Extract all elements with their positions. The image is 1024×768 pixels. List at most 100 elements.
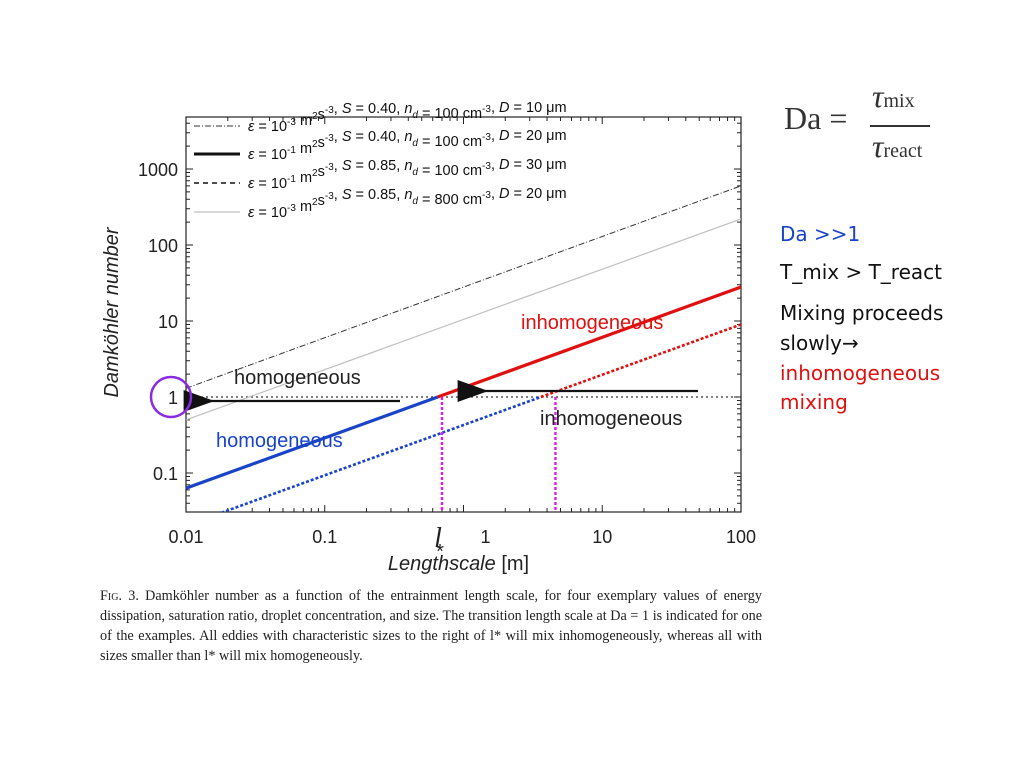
legend-text-part: = 20 μm xyxy=(509,186,566,202)
l-star-subscript: * xyxy=(436,541,444,563)
legend-text-part: , xyxy=(334,129,342,145)
legend-text-part: m xyxy=(296,199,312,215)
legend-text-part: = 0.40, xyxy=(352,101,405,117)
legend-entry-1: ε = 10-3 m2s-3, S = 0.40, nd = 100 cm-3,… xyxy=(248,100,567,135)
x-tick-label: 0.1 xyxy=(312,527,337,547)
x-tick-label: 10 xyxy=(592,527,612,547)
legend-text-part: d xyxy=(412,167,418,178)
x-tick-label: 100 xyxy=(726,527,756,547)
legend-text-part: = 10 xyxy=(254,119,287,135)
legend-text-part: = 20 μm xyxy=(509,128,566,144)
note-da-large: Da >>1 xyxy=(780,222,861,246)
legend-text-part: = 0.40, xyxy=(352,129,405,145)
series-line-2-inhomogeneous xyxy=(437,285,741,399)
legend-text-part: s xyxy=(318,135,325,151)
formula-fraction-bar xyxy=(870,125,930,127)
series-line-3-inhomogeneous xyxy=(540,323,741,399)
legend-entry-2: ε = 10-1 m2s-3, S = 0.40, nd = 100 cm-3,… xyxy=(248,128,567,163)
legend-text-part: ε xyxy=(248,176,255,192)
legend-text-part: -3 xyxy=(482,132,491,143)
legend-text-part: D xyxy=(499,128,509,144)
series-line-1 xyxy=(186,185,741,389)
legend-text-part: -3 xyxy=(325,105,334,116)
x-axis-label: Lengthscale [m] xyxy=(388,553,529,575)
legend-text-part: = 100 cm xyxy=(418,134,482,150)
legend-text-part: , xyxy=(334,158,342,174)
figure-caption: Fig. 3. Damköhler number as a function o… xyxy=(100,586,762,666)
legend-text-part: n xyxy=(404,129,412,145)
formula-numerator: τmix xyxy=(872,78,915,114)
series-line-3-homogeneous xyxy=(220,395,542,512)
legend-text-part: s xyxy=(318,107,325,123)
legend-text-part: S xyxy=(342,101,352,117)
legend-text-part: = 0.85, xyxy=(352,158,405,174)
side-notes: Da >>1 T_mix > T_react Mixing proceeds sl… xyxy=(780,222,1020,416)
legend-text-part: , xyxy=(334,101,342,117)
legend-text-part: S xyxy=(342,129,352,145)
annotation-homogeneous-blue: homogeneous xyxy=(216,430,343,452)
legend-text-part: D xyxy=(499,157,509,173)
note-mixing-slowly: Mixing proceeds slowly→ xyxy=(780,301,944,355)
annotation-homogeneous: homogeneous xyxy=(234,367,361,389)
damkohler-formula: Da = τmix τreact xyxy=(784,78,954,173)
legend-text-part: , xyxy=(491,128,499,144)
legend-text-part: ε xyxy=(248,147,255,163)
y-tick-label: 1 xyxy=(168,388,178,408)
legend-text-part: , xyxy=(491,157,499,173)
legend-text-part: -3 xyxy=(325,191,334,202)
legend-text-part: S xyxy=(342,158,352,174)
highlight-circle xyxy=(149,375,193,419)
legend-text-part: D xyxy=(499,100,509,116)
legend-text-part: S xyxy=(342,187,352,203)
formula-denominator: τreact xyxy=(872,128,923,164)
legend-text-part: d xyxy=(412,196,418,207)
legend-text-part: = 100 cm xyxy=(418,163,482,179)
legend-text-part: = 800 cm xyxy=(418,192,482,208)
legend-text-part: m xyxy=(296,170,312,186)
legend-text-part: ε xyxy=(248,119,255,135)
series-group xyxy=(186,185,741,512)
legend-text-part: 2 xyxy=(312,111,318,122)
formula-lhs: Da = xyxy=(784,100,848,136)
annotation-inhomogeneous-red: inhomogeneous xyxy=(521,312,663,334)
y-axis-label: Damköhler number xyxy=(101,226,123,397)
caption-text: Damköhler number as a function of the en… xyxy=(100,588,762,664)
legend-text-part: 2 xyxy=(312,197,318,208)
note-tmix-treact: T_mix > T_react xyxy=(780,260,942,284)
arrow-right-icon: → xyxy=(841,331,859,355)
legend-text-part: -1 xyxy=(287,145,296,156)
legend-text-part: , xyxy=(491,100,499,116)
legend-text-part: -3 xyxy=(287,117,296,128)
legend-text-part: d xyxy=(412,110,418,121)
y-tick-label: 1000 xyxy=(138,160,178,180)
legend-text-part: -3 xyxy=(482,190,491,201)
legend-text-part: = 10 μm xyxy=(509,100,566,116)
legend-text-part: n xyxy=(404,158,412,174)
legend-text-part: = 0.85, xyxy=(352,187,405,203)
legend-text-part: , xyxy=(334,187,342,203)
legend-entry-4: ε = 10-3 m2s-3, S = 0.85, nd = 800 cm-3,… xyxy=(248,186,567,221)
legend-text-part: D xyxy=(499,186,509,202)
legend-text-part: = 100 cm xyxy=(418,106,482,122)
legend-text-part: s xyxy=(318,193,325,209)
legend-text-part: s xyxy=(318,164,325,180)
legend-text-part: 2 xyxy=(312,139,318,150)
y-tick-label: 10 xyxy=(158,312,178,332)
legend-text-part: , xyxy=(491,186,499,202)
y-tick-label: 100 xyxy=(148,236,178,256)
y-tick-label: 0.1 xyxy=(153,464,178,484)
legend-text-part: m xyxy=(296,141,312,157)
series-line-4 xyxy=(186,218,741,421)
legend-text-part: = 30 μm xyxy=(509,157,566,173)
legend-text-part: -3 xyxy=(287,203,296,214)
legend-text-part: -3 xyxy=(482,104,491,115)
x-tick-label: 1 xyxy=(480,527,490,547)
legend-text-part: = 10 xyxy=(254,176,287,192)
l-star-label: l xyxy=(434,523,442,554)
legend-text-part: d xyxy=(412,138,418,149)
legend-text-part: n xyxy=(404,101,412,117)
legend-text-part: -3 xyxy=(482,161,491,172)
legend-text-part: ε xyxy=(248,205,255,221)
annotation-inhomogeneous: inhomogeneous xyxy=(540,408,682,430)
legend-text-part: = 10 xyxy=(254,205,287,221)
